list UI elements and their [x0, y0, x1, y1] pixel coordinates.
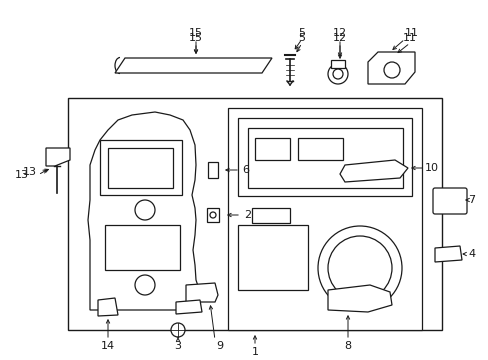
Circle shape	[209, 212, 216, 218]
Bar	[108, 148, 173, 188]
Bar	[227, 108, 421, 330]
Circle shape	[171, 323, 184, 337]
Bar	[68, 98, 441, 330]
Text: 15: 15	[189, 28, 203, 38]
Bar	[254, 138, 289, 160]
Polygon shape	[176, 300, 202, 314]
Circle shape	[317, 226, 401, 310]
Text: 6: 6	[242, 165, 249, 175]
Bar	[238, 225, 307, 290]
Bar	[207, 162, 218, 178]
Circle shape	[135, 200, 155, 220]
FancyBboxPatch shape	[432, 188, 466, 214]
Bar	[206, 208, 219, 222]
Text: 5: 5	[298, 33, 305, 43]
Text: 5: 5	[298, 28, 305, 38]
Polygon shape	[185, 283, 218, 302]
Polygon shape	[327, 285, 391, 312]
Text: 3: 3	[174, 341, 181, 351]
Text: 15: 15	[189, 33, 203, 43]
Polygon shape	[46, 148, 70, 166]
Polygon shape	[88, 112, 200, 310]
Text: 10: 10	[424, 163, 438, 173]
Bar	[251, 208, 289, 223]
Circle shape	[332, 69, 342, 79]
Text: 4: 4	[468, 249, 475, 259]
Polygon shape	[115, 58, 271, 73]
Text: 11: 11	[402, 33, 416, 43]
Bar	[247, 128, 402, 188]
Polygon shape	[98, 298, 118, 316]
Text: 11: 11	[404, 28, 418, 38]
Polygon shape	[434, 246, 461, 262]
Bar	[105, 225, 180, 270]
Text: 9: 9	[216, 341, 223, 351]
Text: 13: 13	[23, 167, 37, 177]
Text: 12: 12	[332, 28, 346, 38]
Circle shape	[135, 275, 155, 295]
Bar	[238, 118, 411, 196]
Circle shape	[327, 64, 347, 84]
Bar	[297, 138, 342, 160]
Text: 8: 8	[344, 341, 351, 351]
Circle shape	[383, 62, 399, 78]
Polygon shape	[367, 52, 414, 84]
Polygon shape	[339, 160, 407, 182]
Bar	[100, 140, 182, 195]
Text: 1: 1	[251, 347, 258, 357]
Text: 12: 12	[332, 33, 346, 43]
Bar	[330, 60, 345, 68]
Circle shape	[327, 236, 391, 300]
Text: 14: 14	[101, 341, 115, 351]
Text: 13: 13	[15, 170, 29, 180]
Text: 7: 7	[468, 195, 475, 205]
Text: 2: 2	[244, 210, 251, 220]
